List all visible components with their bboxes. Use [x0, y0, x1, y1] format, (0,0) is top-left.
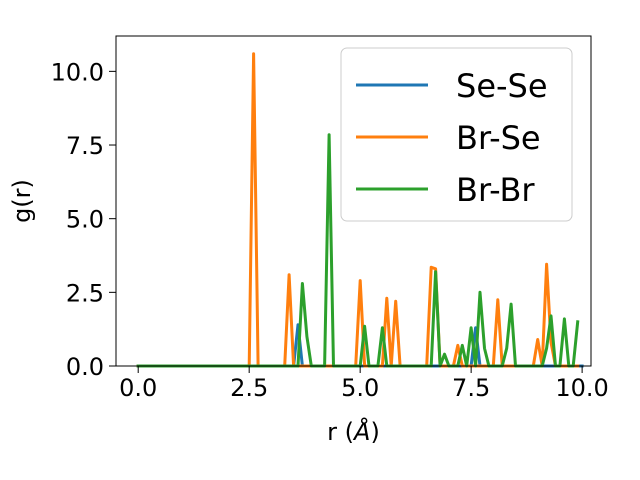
x-tick-label: 5.0 [341, 374, 379, 402]
legend-label-br-br: Br-Br [456, 171, 535, 209]
legend-label-br-se: Br-Se [456, 119, 541, 157]
x-tick-label: 10.0 [555, 374, 608, 402]
x-tick-label: 0.0 [119, 374, 157, 402]
plot-frame [115, 35, 592, 367]
y-tick-label: 2.5 [66, 279, 104, 307]
x-axis: 0.0 2.5 5.0 7.5 10.0 [119, 366, 609, 402]
x-axis-label-unit: Å [352, 417, 370, 446]
legend-label-se-se: Se-Se [456, 67, 548, 105]
y-axis-label: g(r) [8, 179, 36, 223]
y-axis: 0.0 2.5 5.0 7.5 10.0 [51, 58, 116, 381]
series-line-br-se [136, 52, 580, 368]
y-tick-label: 10.0 [51, 58, 104, 86]
legend-box [340, 47, 573, 222]
y-tick-label: 7.5 [66, 132, 104, 160]
x-axis-label-prefix: r ( [327, 418, 354, 446]
series-line-br-br [136, 133, 580, 368]
x-tick-label: 2.5 [230, 374, 268, 402]
legend: Se-Se Br-Se Br-Br [340, 47, 573, 222]
x-axis-label-suffix: ) [370, 418, 379, 446]
y-tick-label: 0.0 [66, 353, 104, 381]
y-tick-label: 5.0 [66, 206, 104, 234]
x-tick-label: 7.5 [452, 374, 490, 402]
x-axis-label: r (Å) [327, 417, 380, 446]
